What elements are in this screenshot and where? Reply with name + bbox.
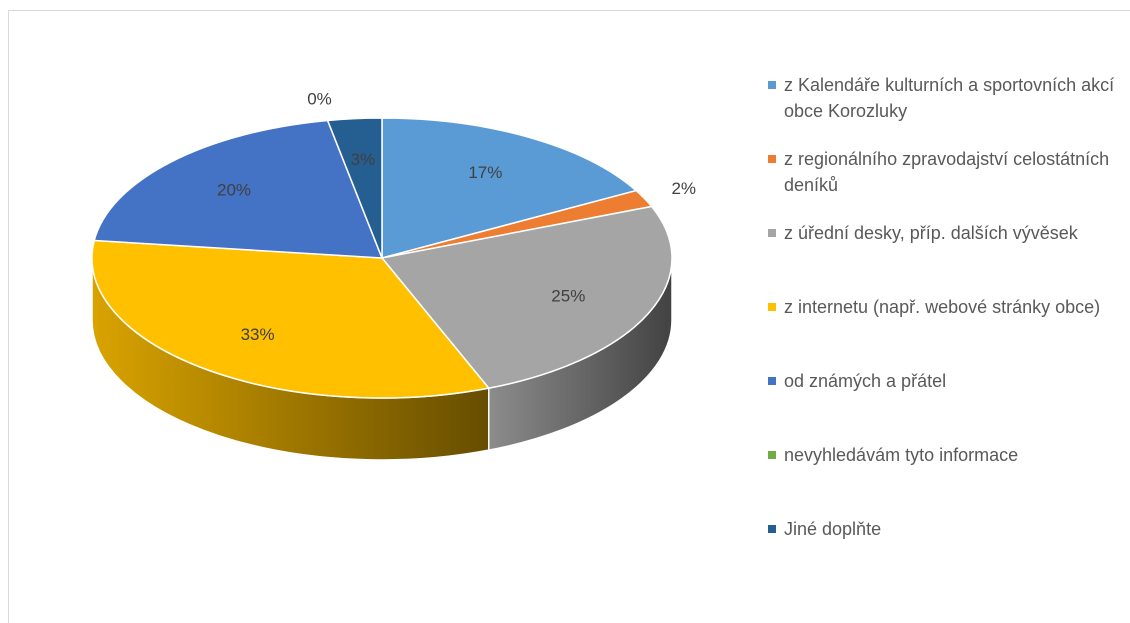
legend-swatch [768, 81, 776, 89]
legend-item: z internetu (např. webové stránky obce) [768, 294, 1118, 368]
legend-label: z úřední desky, příp. dalších vývěsek [784, 223, 1078, 243]
data-label: 25% [551, 286, 585, 305]
legend-item: od známých a přátel [768, 368, 1118, 442]
pie-slice [326, 117, 383, 259]
data-label: 33% [241, 325, 275, 344]
legend-item: z úřední desky, příp. dalších vývěsek [768, 220, 1118, 294]
legend-label: od známých a přátel [784, 371, 947, 391]
legend-swatch [768, 525, 776, 533]
data-label: 0% [307, 89, 332, 108]
legend-item: z regionálního zpravodajství celostátníc… [768, 146, 1118, 220]
data-label: 20% [217, 180, 251, 199]
legend-label: z regionálního zpravodajství celostátníc… [784, 149, 1110, 195]
legend-swatch [768, 451, 776, 459]
legend-item: nevyhledávám tyto informace [768, 442, 1118, 516]
legend-swatch [768, 303, 776, 311]
data-label: 17% [468, 163, 502, 182]
pie-slice [91, 239, 491, 399]
pie-plot: 17% 2% 25% 33% 20% 0% 3% [91, 89, 696, 461]
legend-swatch [768, 229, 776, 237]
legend-label: Jiné doplňte [784, 519, 882, 539]
pie-slice [381, 117, 638, 259]
chart-frame [8, 10, 1130, 623]
data-label: 2% [671, 179, 696, 198]
pie-slice [380, 205, 673, 389]
legend-swatch [768, 155, 776, 163]
legend-label: z internetu (např. webové stránky obce) [784, 297, 1101, 317]
data-label: 3% [351, 150, 376, 169]
legend: z Kalendáře kulturních a sportovních akc… [768, 72, 1118, 590]
legend-label: z Kalendáře kulturních a sportovních akc… [784, 75, 1115, 121]
pie-slice [93, 119, 384, 259]
legend-item: Jiné doplňte [768, 516, 1118, 590]
legend-swatch [768, 377, 776, 385]
legend-label: nevyhledávám tyto informace [784, 445, 1019, 465]
legend-item: z Kalendáře kulturních a sportovních akc… [768, 72, 1118, 146]
